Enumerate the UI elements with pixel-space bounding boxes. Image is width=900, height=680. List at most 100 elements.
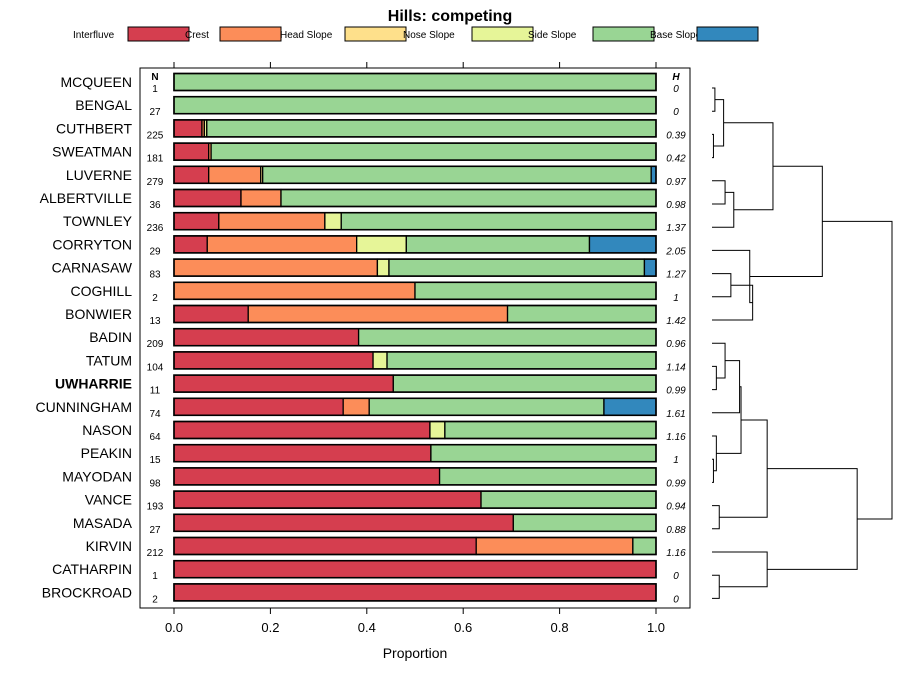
row-label-corryton: CORRYTON bbox=[52, 236, 132, 252]
row-label-uwharrie: UWHARRIE bbox=[55, 376, 132, 392]
legend-label-head-slope: Head Slope bbox=[280, 30, 333, 41]
n-value: 27 bbox=[149, 107, 161, 118]
bar-segment-side-slope bbox=[280, 188, 657, 208]
bar-segment-side-slope bbox=[210, 142, 657, 161]
x-tick-label: 0.0 bbox=[165, 620, 183, 635]
n-value: 74 bbox=[149, 409, 161, 420]
row-label-albertville: ALBERTVILLE bbox=[40, 190, 132, 206]
bar-segment-side-slope bbox=[438, 467, 657, 486]
bar-segment-interfluve bbox=[173, 397, 344, 416]
bar-segment-interfluve bbox=[173, 583, 657, 602]
h-labels: 0 0 0.39 0.42 0.97 0.98 1.37 2.05 1.27 1 1.42 0.96 1… bbox=[665, 84, 686, 605]
row-label-bonwier: BONWIER bbox=[65, 306, 132, 322]
n-value: 83 bbox=[149, 270, 161, 281]
bar-row-peakin bbox=[173, 443, 657, 463]
bar-segment-side-slope bbox=[444, 420, 657, 440]
h-value: 0.88 bbox=[666, 525, 686, 536]
bar-segment-crest bbox=[240, 188, 282, 208]
bar-segment-interfluve bbox=[173, 188, 242, 208]
bar-outline bbox=[173, 467, 657, 486]
row-labels: MCQUEEN BENGAL CUTHBERT SWEATMAN LUVERNE ALBE… bbox=[36, 74, 133, 600]
n-value: 181 bbox=[147, 154, 164, 165]
h-value: 0.94 bbox=[666, 502, 686, 513]
dendrogram-link-c5 bbox=[712, 191, 735, 228]
legend-swatch-head-slope bbox=[344, 26, 407, 42]
bar-row-mayodan bbox=[173, 467, 657, 486]
bar-outline bbox=[173, 95, 657, 115]
n-value: 193 bbox=[147, 502, 164, 513]
bar-outline bbox=[173, 583, 657, 602]
bar-segment-side-slope bbox=[368, 397, 605, 416]
bar-segment-side-slope bbox=[512, 513, 657, 532]
bar-row-masada bbox=[173, 513, 657, 533]
x-tick-label: 0.4 bbox=[358, 620, 376, 635]
bar-row-coghill bbox=[173, 281, 657, 301]
bar-row-townley bbox=[173, 211, 657, 231]
bar-segment-crest bbox=[206, 235, 358, 254]
bar-segment-side-slope bbox=[206, 119, 657, 138]
h-value: 1.16 bbox=[666, 432, 686, 443]
row-label-cunningham: CUNNINGHAM bbox=[36, 399, 132, 415]
row-label-sweatman: SWEATMAN bbox=[52, 144, 132, 160]
bar-segment-interfluve bbox=[173, 235, 208, 254]
n-value: 1 bbox=[152, 571, 158, 582]
legend-swatch-base-slope bbox=[696, 26, 759, 42]
bar-segment-interfluve bbox=[173, 304, 249, 324]
bar-segment-interfluve bbox=[173, 513, 514, 532]
bar-outline bbox=[173, 536, 657, 556]
bar-segment-side-slope bbox=[480, 490, 657, 509]
n-value: 36 bbox=[149, 200, 161, 211]
dendrogram-link-c4 bbox=[712, 180, 726, 205]
h-value: 0 bbox=[673, 594, 679, 605]
row-label-masada: MASADA bbox=[73, 515, 133, 531]
dendrogram-link-c10 bbox=[749, 165, 823, 277]
row-label-tatum: TATUM bbox=[86, 352, 132, 368]
bar-segment-side-slope bbox=[340, 212, 657, 231]
row-label-nason: NASON bbox=[82, 422, 132, 438]
bar-segment-side-slope bbox=[357, 328, 657, 347]
dendrogram-link-c7 bbox=[712, 273, 732, 298]
h-value: 0.97 bbox=[666, 177, 686, 188]
n-value: 104 bbox=[147, 362, 164, 373]
h-value: 0 bbox=[673, 84, 679, 95]
bar-outline bbox=[173, 374, 657, 393]
bar-outline bbox=[173, 235, 657, 254]
bar-outline bbox=[173, 119, 657, 138]
legend-swatch-crest bbox=[219, 26, 282, 42]
bar-segment-crest bbox=[342, 397, 370, 416]
n-value: 27 bbox=[149, 525, 161, 536]
bar-segment-interfluve bbox=[173, 374, 394, 393]
bar-segment-nose-slope bbox=[324, 212, 342, 231]
dendrogram-link-c19 bbox=[712, 574, 720, 599]
bar-segment-interfluve bbox=[173, 420, 431, 440]
dendrogram-link-c17 bbox=[712, 505, 720, 530]
dendrogram-link-c8 bbox=[712, 284, 754, 321]
n-value: 29 bbox=[149, 246, 161, 257]
bar-segment-interfluve bbox=[173, 119, 203, 138]
dendrogram-link-c21 bbox=[767, 468, 858, 570]
h-value: 1.37 bbox=[666, 223, 686, 234]
bar-segment-interfluve bbox=[173, 212, 220, 231]
bar-row-kirvin bbox=[173, 536, 657, 556]
bar-segment-crest bbox=[475, 536, 634, 556]
h-value: 1 bbox=[673, 455, 679, 466]
bar-segment-crest bbox=[208, 165, 262, 184]
n-column-header: N bbox=[151, 72, 158, 83]
bar-row-uwharrie bbox=[173, 374, 657, 393]
bar-outline bbox=[173, 188, 657, 208]
bar-row-albertville bbox=[173, 188, 657, 208]
row-label-mayodan: MAYODAN bbox=[62, 468, 132, 484]
h-value: 1.27 bbox=[666, 270, 686, 281]
bar-outline bbox=[173, 165, 657, 185]
bar-row-carnasaw bbox=[173, 258, 657, 277]
bar-row-luverne bbox=[173, 165, 657, 185]
bar-row-vance bbox=[173, 490, 657, 509]
legend-label-nose-slope: Nose Slope bbox=[403, 30, 455, 41]
bar-outline bbox=[173, 327, 657, 347]
bar-segment-nose-slope bbox=[356, 235, 407, 254]
h-value: 0.99 bbox=[666, 386, 686, 397]
n-value: 64 bbox=[149, 432, 161, 443]
legend-label-side-slope: Side Slope bbox=[528, 30, 577, 41]
h-value: 1.42 bbox=[666, 316, 686, 327]
h-value: 0.42 bbox=[666, 154, 686, 165]
